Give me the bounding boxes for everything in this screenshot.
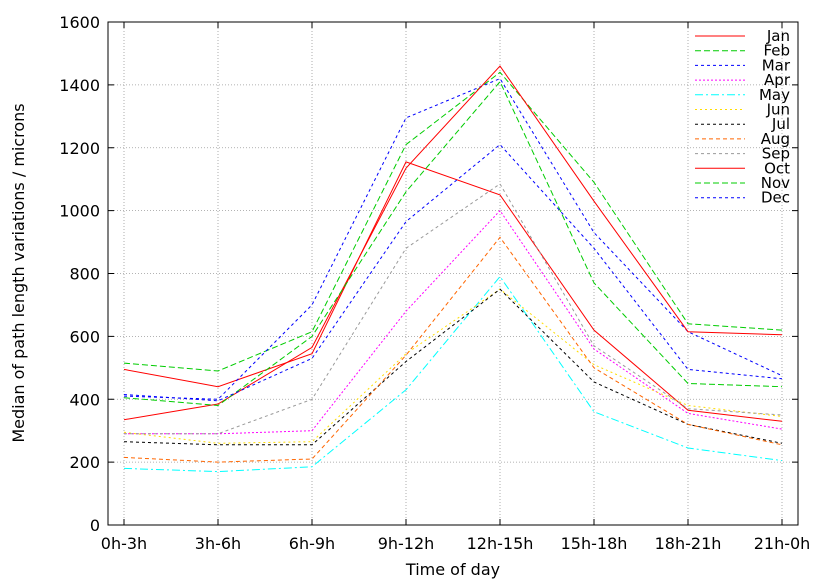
y-tick-label: 0 <box>90 516 100 535</box>
x-tick-label: 3h-6h <box>195 534 241 553</box>
y-tick-label: 1400 <box>59 76 100 95</box>
legend-label-may: May <box>759 86 790 104</box>
y-tick-label: 1200 <box>59 139 100 158</box>
series-line-mar <box>123 77 783 400</box>
x-axis-title: Time of day <box>405 560 500 579</box>
series-line-dec <box>123 143 783 402</box>
legend-label-aug: Aug <box>761 130 790 148</box>
series-line-sep <box>124 183 783 435</box>
series-line-apr <box>124 209 783 435</box>
y-axis-title: Median of path length variations / micro… <box>9 103 28 442</box>
series-line-jun <box>123 288 783 444</box>
legend-label-mar: Mar <box>762 56 791 74</box>
grid <box>108 22 798 525</box>
x-axis-ticks: 0h-3h 3h-6h 6h-9h 9h-12h 12h-15h 15h-18h 18h-2… <box>101 22 811 553</box>
series-line-oct <box>123 65 783 421</box>
legend-label-feb: Feb <box>763 42 790 60</box>
y-tick-label: 400 <box>69 390 100 409</box>
series-line-feb <box>123 71 783 372</box>
legend-label-apr: Apr <box>764 71 791 89</box>
series-line-nov <box>123 80 783 407</box>
x-tick-label: 12h-15h <box>467 534 534 553</box>
y-tick-label: 800 <box>69 265 100 284</box>
legend-label-oct: Oct <box>764 159 790 177</box>
legend-label-sep: Sep <box>762 145 790 163</box>
y-tick-label: 200 <box>69 453 100 472</box>
series-line-jul <box>123 288 783 446</box>
x-tick-label: 0h-3h <box>101 534 147 553</box>
x-tick-label: 9h-12h <box>378 534 435 553</box>
legend-label-jan: Jan <box>766 27 790 45</box>
legend-label-jun: Jun <box>766 101 790 119</box>
legend-label-dec: Dec <box>761 189 790 207</box>
x-tick-label: 21h-0h <box>754 534 811 553</box>
y-axis-ticks: 0 200 400 600 800 1000 1200 1400 1600 <box>59 13 798 535</box>
legend-label-nov: Nov <box>761 174 790 192</box>
x-tick-label: 6h-9h <box>289 534 335 553</box>
y-tick-label: 1000 <box>59 202 100 221</box>
y-tick-label: 600 <box>69 327 100 346</box>
legend-label-jul: Jul <box>771 115 790 133</box>
series-line-aug <box>123 236 783 463</box>
y-tick-label: 1600 <box>59 13 100 32</box>
x-tick-label: 18h-21h <box>655 534 722 553</box>
series-line-jan <box>123 161 783 422</box>
x-tick-label: 15h-18h <box>561 534 628 553</box>
series-line-may <box>123 275 783 473</box>
series-lines <box>123 65 783 473</box>
